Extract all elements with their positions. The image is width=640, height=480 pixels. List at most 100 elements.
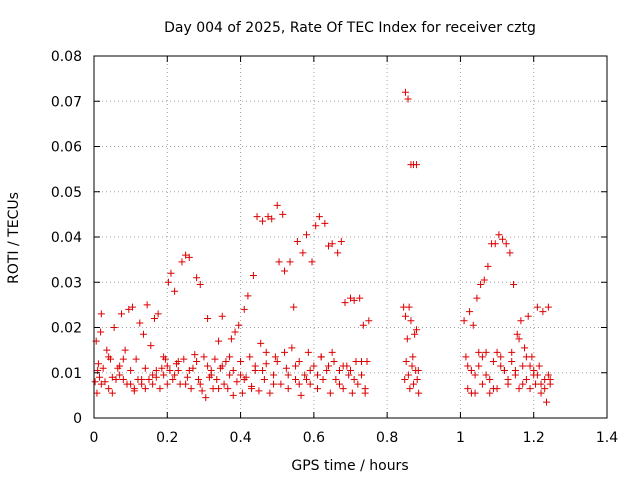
data-point (301, 371, 309, 379)
data-point (491, 240, 499, 248)
x-tick-label: 1.2 (523, 430, 545, 446)
data-point (132, 355, 140, 363)
data-point (253, 213, 261, 221)
x-tick-label: 1 (456, 430, 465, 446)
data-point (237, 357, 245, 365)
chart-title: Day 004 of 2025, Rate Of TEC Index for r… (164, 20, 536, 36)
data-point (262, 348, 270, 356)
data-point (404, 95, 412, 103)
data-point (361, 385, 369, 393)
data-point (347, 294, 354, 302)
data-point (143, 301, 151, 309)
data-point (293, 238, 301, 246)
data-point (259, 217, 267, 225)
data-point (281, 348, 289, 356)
data-point (290, 303, 298, 311)
y-tick-label: 0.01 (51, 366, 82, 382)
data-point (460, 317, 468, 325)
data-point (116, 371, 124, 379)
data-point (185, 366, 193, 374)
data-point (466, 308, 474, 316)
data-point (413, 376, 421, 384)
data-point (401, 312, 409, 320)
data-point (257, 339, 265, 347)
data-point (403, 335, 411, 343)
data-point (156, 385, 164, 393)
data-point (330, 357, 338, 365)
data-point (350, 296, 358, 304)
data-point (237, 371, 245, 379)
y-tick-label: 0.06 (51, 140, 82, 156)
x-tick-label: 0.8 (376, 430, 398, 446)
data-point (154, 310, 162, 318)
data-point (299, 249, 307, 257)
data-point (94, 360, 102, 368)
data-point (341, 299, 349, 307)
data-point (480, 276, 488, 284)
data-point (105, 353, 113, 361)
data-point (218, 362, 226, 370)
data-point (412, 326, 420, 334)
data-point (530, 366, 538, 374)
data-point (412, 366, 420, 374)
data-point (336, 366, 344, 374)
data-point (473, 294, 481, 302)
data-point (262, 360, 270, 368)
data-point (136, 319, 144, 327)
data-point (167, 269, 175, 277)
data-point (158, 364, 166, 372)
data-point (160, 353, 168, 361)
data-point (178, 258, 186, 266)
data-point (220, 380, 228, 388)
data-point (127, 380, 135, 388)
x-tick-label: 0.6 (303, 430, 325, 446)
data-point (484, 262, 492, 270)
axis-ticks: 0 0.2 0.4 0.6 0.8 1 1.2 1.4 0 0.01 0.02 0.03 0.04 0.0… (51, 49, 618, 446)
data-point (303, 231, 311, 239)
data-point (259, 366, 267, 374)
data-point (160, 371, 168, 379)
data-point (231, 328, 239, 336)
data-point (207, 371, 215, 379)
data-point (303, 376, 311, 384)
data-point (478, 353, 486, 361)
data-point (260, 376, 268, 384)
data-point (183, 373, 191, 381)
data-point (357, 357, 365, 365)
data-point (500, 366, 508, 374)
data-point (226, 353, 234, 361)
data-point (475, 362, 483, 370)
data-point (108, 373, 116, 381)
data-point (319, 376, 327, 384)
data-point (152, 366, 160, 374)
data-point (189, 364, 197, 372)
data-point (357, 371, 365, 379)
data-point (328, 240, 336, 248)
data-point (174, 366, 182, 374)
data-point (306, 366, 314, 374)
data-point (117, 310, 125, 318)
y-tick-label: 0.02 (51, 321, 82, 337)
data-point (406, 385, 414, 393)
data-point (359, 321, 367, 329)
data-point (323, 366, 331, 374)
data-point (521, 344, 529, 352)
data-point (541, 385, 549, 393)
data-point (93, 389, 101, 397)
data-point (169, 376, 177, 384)
data-point (244, 292, 252, 300)
data-point (235, 321, 243, 329)
y-tick-label: 0.04 (51, 230, 82, 246)
data-point (204, 314, 212, 322)
data-point (292, 362, 300, 370)
data-point (97, 310, 105, 318)
data-point (334, 249, 342, 257)
data-point (147, 342, 155, 350)
x-tick-label: 0.2 (156, 430, 178, 446)
data-point (222, 357, 230, 365)
data-point (489, 385, 497, 393)
data-point (286, 258, 294, 266)
data-point (515, 385, 523, 393)
data-point (478, 380, 486, 388)
data-point (464, 385, 472, 393)
